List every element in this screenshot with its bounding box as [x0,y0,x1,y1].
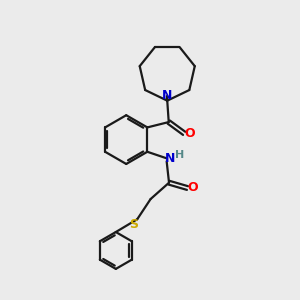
Text: H: H [175,150,184,160]
Text: N: N [164,152,175,165]
Text: S: S [129,218,138,231]
Text: O: O [188,181,198,194]
Text: O: O [184,127,195,140]
Text: N: N [162,89,172,102]
